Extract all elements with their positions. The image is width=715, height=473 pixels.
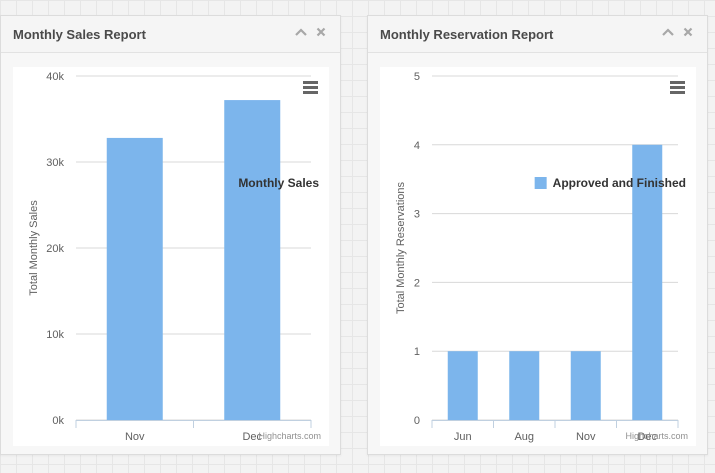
y-tick-label: 30k xyxy=(46,157,64,169)
menu-icon-bar xyxy=(303,81,318,84)
y-tick-label: 1 xyxy=(414,346,420,358)
y-tick-label: 0k xyxy=(52,415,64,427)
bar xyxy=(570,351,601,420)
y-tick-label: 10k xyxy=(46,329,64,341)
menu-icon-bar xyxy=(303,91,318,94)
x-tick-label: Aug xyxy=(514,431,534,443)
menu-icon-bar xyxy=(670,91,685,94)
panel-title: Monthly Sales Report xyxy=(13,27,146,42)
y-axis-title: Total Monthly Sales xyxy=(28,200,40,296)
sales-chart-svg: 0k 10k 20k 30k 40k Nov Dec Total Monthly Sales M… xyxy=(28,71,321,443)
legend-label: Approved and Finished xyxy=(553,176,686,190)
hamburger-menu-icon[interactable] xyxy=(303,81,318,94)
credits-label: Highcharts.com xyxy=(258,431,321,441)
reservation-chart-svg: 0 1 2 3 4 5 Jun Aug Nov Dec Total Monthly Reservat… xyxy=(395,71,688,443)
y-tick-label: 20k xyxy=(46,243,64,255)
monthly-sales-panel: Monthly Sales Report 0k 10k 20k 30k 40k Nov De… xyxy=(0,15,341,455)
x-tick-label: Dec xyxy=(637,431,657,443)
legend-label: Monthly Sales xyxy=(238,176,319,190)
close-icon[interactable] xyxy=(312,22,330,42)
menu-icon-bar xyxy=(303,86,318,89)
chevron-up-icon[interactable] xyxy=(292,22,310,42)
x-tick-label: Jun xyxy=(454,431,472,443)
panel-header: Monthly Reservation Report xyxy=(368,16,707,53)
hamburger-menu-icon[interactable] xyxy=(670,81,685,94)
y-tick-label: 2 xyxy=(414,277,420,289)
bar xyxy=(632,144,663,421)
y-tick-label: 5 xyxy=(414,71,420,83)
menu-icon-bar xyxy=(670,86,685,89)
close-icon[interactable] xyxy=(679,22,697,42)
x-tick-label: Nov xyxy=(125,431,145,443)
x-tick-label: Nov xyxy=(576,431,596,443)
sales-chart: 0k 10k 20k 30k 40k Nov Dec Total Monthly Sales M… xyxy=(13,67,329,446)
y-axis-title: Total Monthly Reservations xyxy=(395,181,407,314)
bar xyxy=(447,351,478,420)
chevron-up-icon[interactable] xyxy=(659,22,677,42)
y-tick-label: 0 xyxy=(414,415,420,427)
monthly-reservation-panel: Monthly Reservation Report 0 1 2 3 4 5 Jun Aug N… xyxy=(367,15,708,455)
bar xyxy=(509,351,540,420)
menu-icon-bar xyxy=(670,81,685,84)
panel-header: Monthly Sales Report xyxy=(1,16,340,53)
bar xyxy=(106,137,163,421)
reservation-chart: 0 1 2 3 4 5 Jun Aug Nov Dec Total Monthly Reservat… xyxy=(380,67,696,446)
bar xyxy=(224,100,281,420)
x-tick-label: Dec xyxy=(242,431,262,443)
y-tick-label: 4 xyxy=(414,140,420,152)
credits-label: Highcharts.com xyxy=(625,431,688,441)
y-tick-label: 3 xyxy=(414,209,420,221)
legend-swatch xyxy=(534,177,547,189)
panel-title: Monthly Reservation Report xyxy=(380,27,554,42)
y-tick-label: 40k xyxy=(46,71,64,83)
